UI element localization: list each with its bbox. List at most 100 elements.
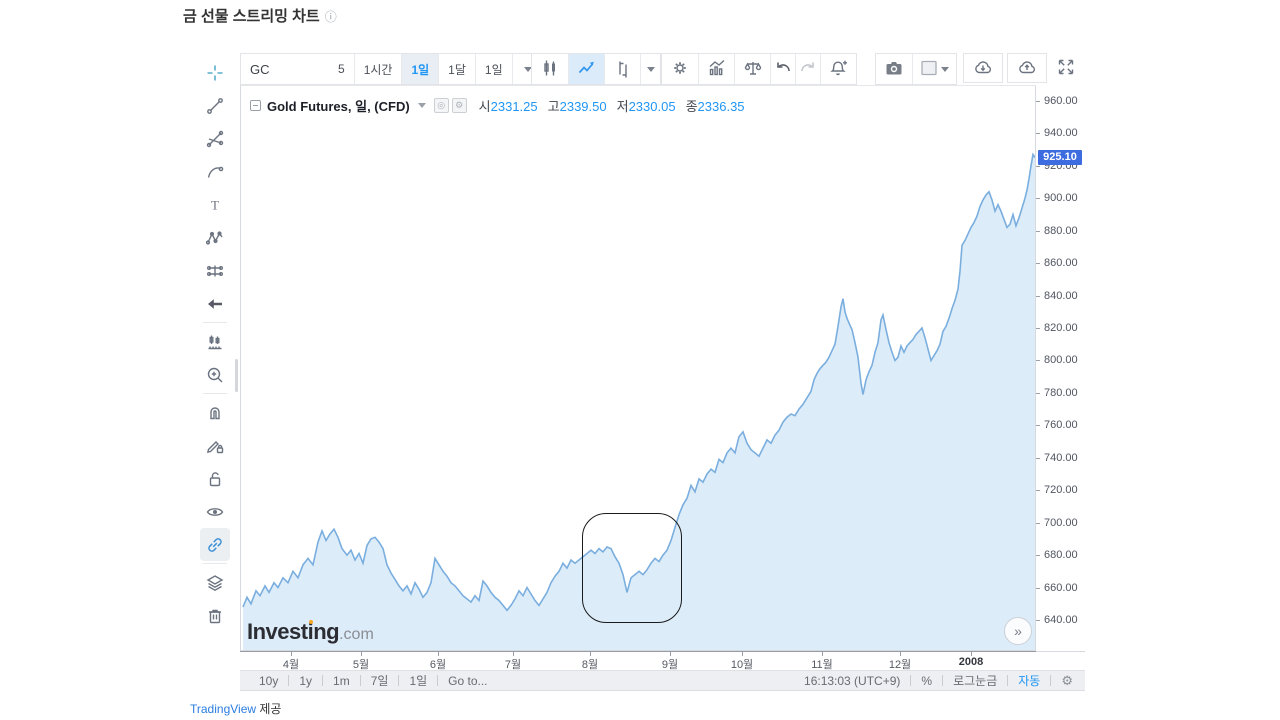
- ohlc-item: 시2331.25: [478, 99, 538, 114]
- range-button-7[interactable]: 7일: [370, 674, 389, 688]
- area-fill: [243, 154, 1035, 650]
- price-area-chart: [242, 152, 1035, 650]
- indicators-icon: [707, 58, 727, 81]
- y-tick-label: 860.00: [1044, 257, 1078, 270]
- divider: [910, 675, 912, 686]
- ohlc-values: 시2331.25 고2339.50 저2330.05 종2336.35: [479, 96, 745, 115]
- more-chevron-button[interactable]: »: [1004, 617, 1032, 645]
- legend-hide-icon[interactable]: ◎: [433, 98, 449, 113]
- gann-fib-tool-icon[interactable]: [197, 122, 233, 155]
- settings-gear-icon: [670, 58, 690, 81]
- interval-button-2[interactable]: 1시간: [353, 54, 402, 84]
- toolbar-divider: [203, 563, 227, 564]
- legend-chevron-down-icon[interactable]: [417, 103, 426, 108]
- price-axis[interactable]: 960.00 940.00 920.00 900.00 880.00 860.00 840.…: [1036, 85, 1085, 651]
- remove-trash-tool-icon[interactable]: [197, 599, 233, 632]
- arrow-cursor-tool-icon[interactable]: [197, 287, 233, 320]
- range-button-1m[interactable]: 1m: [333, 673, 350, 688]
- legend-settings-icon[interactable]: ⚙: [451, 98, 467, 113]
- range-button-1y[interactable]: 1y: [299, 673, 313, 688]
- link-tool-icon[interactable]: [200, 528, 230, 561]
- x-tick-mark: [291, 652, 292, 656]
- redo-button[interactable]: [795, 54, 820, 84]
- drawing-toolbar: T: [197, 56, 233, 632]
- y-tick-mark: [1036, 230, 1040, 232]
- crosshair-tool-icon[interactable]: [197, 56, 233, 89]
- fullscreen-button[interactable]: [1048, 53, 1084, 83]
- line-chart-button[interactable]: [568, 54, 604, 84]
- y-tick-mark: [1036, 457, 1040, 459]
- x-tick-mark: [900, 652, 901, 656]
- y-tick-label: 780.00: [1044, 386, 1078, 399]
- provider-credit: TradingView 제공: [190, 702, 282, 716]
- trend-line-tool-icon[interactable]: [197, 89, 233, 122]
- info-icon[interactable]: ⓘ: [324, 10, 337, 24]
- bars-style-button[interactable]: [604, 54, 640, 84]
- xabcd-pattern-tool-icon[interactable]: [197, 221, 233, 254]
- sidebar-splitter-handle[interactable]: [235, 359, 238, 392]
- compare-scales-button[interactable]: [734, 54, 770, 84]
- interval-dropdown-button[interactable]: [511, 54, 543, 84]
- object-tree-layers-tool-icon[interactable]: [197, 566, 233, 599]
- chevron-down-icon: [646, 66, 655, 72]
- log-scale-button[interactable]: 로그눈금: [953, 674, 998, 688]
- lock-all-tool-icon[interactable]: [197, 462, 233, 495]
- x-tick-label: 11월: [811, 659, 833, 671]
- annotation-rounded-rect[interactable]: [582, 513, 682, 623]
- divider: [942, 675, 944, 686]
- cloud-load-button[interactable]: [963, 53, 1003, 83]
- alert-bell-add-button[interactable]: [820, 54, 856, 84]
- y-tick-label: 700.00: [1044, 516, 1078, 529]
- tradingview-link[interactable]: TradingView: [190, 702, 257, 716]
- interval-button-5[interactable]: 1일: [474, 54, 512, 84]
- hide-all-tool-icon[interactable]: [197, 495, 233, 528]
- zoom-in-tool-icon[interactable]: [197, 358, 233, 391]
- y-tick-mark: [1036, 133, 1040, 135]
- axis-settings-gear-icon[interactable]: ⚙: [1061, 672, 1073, 688]
- time-axis[interactable]: 4월 5월 6월 7월 8월 9월 10월 11월 12월 2008: [240, 651, 1036, 671]
- page-title-text: 금 선물 스트리밍 차트: [183, 8, 320, 25]
- compare-scales-icon: [743, 58, 763, 81]
- x-tick-label: 12월: [888, 659, 912, 671]
- y-tick-label: 760.00: [1044, 419, 1078, 432]
- x-tick-mark: [590, 652, 591, 656]
- x-tick-mark: [670, 652, 671, 656]
- y-tick-mark: [1036, 328, 1040, 329]
- text-tool-icon[interactable]: T: [197, 188, 233, 221]
- interval-button-4[interactable]: 1달: [438, 54, 475, 84]
- brush-tool-icon[interactable]: [197, 155, 233, 188]
- auto-scale-button[interactable]: 자동: [1018, 674, 1041, 688]
- candlestick-button[interactable]: [532, 54, 568, 84]
- magnet-tool-icon[interactable]: [197, 396, 233, 429]
- y-tick-label: 680.00: [1044, 549, 1078, 562]
- undo-button[interactable]: [770, 54, 795, 84]
- settings-gear-button[interactable]: [662, 54, 698, 84]
- interval-button-3[interactable]: 1일: [401, 54, 439, 84]
- range-button-10y[interactable]: 10y: [259, 673, 279, 688]
- divider: [1007, 675, 1009, 686]
- cloud-save-button[interactable]: [1007, 53, 1047, 83]
- clock-label[interactable]: 16:13:03 (UTC+9): [804, 673, 901, 688]
- layout-square-button[interactable]: [912, 54, 956, 84]
- percent-scale-button[interactable]: %: [921, 673, 933, 688]
- chevron-down-icon: [523, 66, 532, 72]
- style-dropdown-button[interactable]: [640, 54, 660, 84]
- drawing-mode-lock-tool-icon[interactable]: [197, 429, 233, 462]
- legend-collapse-icon[interactable]: [250, 100, 261, 111]
- range-button-1[interactable]: 1일: [409, 674, 428, 688]
- y-tick-mark: [1036, 198, 1040, 200]
- x-tick-label: 8월: [581, 659, 599, 671]
- bar-pattern-tool-icon[interactable]: [197, 325, 233, 358]
- camera-button[interactable]: [876, 54, 912, 84]
- camera-icon: [884, 58, 904, 81]
- indicators-button[interactable]: [698, 54, 734, 84]
- symbol-input[interactable]: GC: [250, 61, 270, 77]
- chart-pane[interactable]: »: [240, 85, 1036, 651]
- toolbar-cloud-group: [963, 53, 1047, 85]
- range-button-goto[interactable]: Go to...: [448, 673, 488, 688]
- forecast-tool-icon[interactable]: [197, 254, 233, 287]
- divider: [322, 675, 324, 686]
- interval-button-1[interactable]: 5: [338, 62, 345, 76]
- toolbar-divider: [203, 393, 227, 394]
- y-tick-label: 940.00: [1044, 127, 1078, 140]
